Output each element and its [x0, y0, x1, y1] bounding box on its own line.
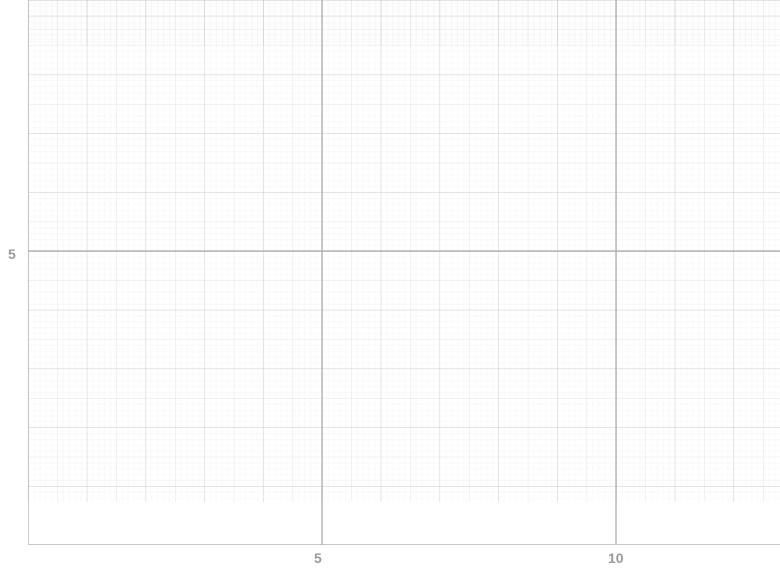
x-axis-label-10: 10	[608, 550, 624, 566]
grid-paper	[28, 0, 780, 545]
x-axis-label-5: 5	[314, 550, 322, 566]
grid-svg	[28, 0, 780, 545]
y-axis-label-5: 5	[8, 246, 16, 262]
